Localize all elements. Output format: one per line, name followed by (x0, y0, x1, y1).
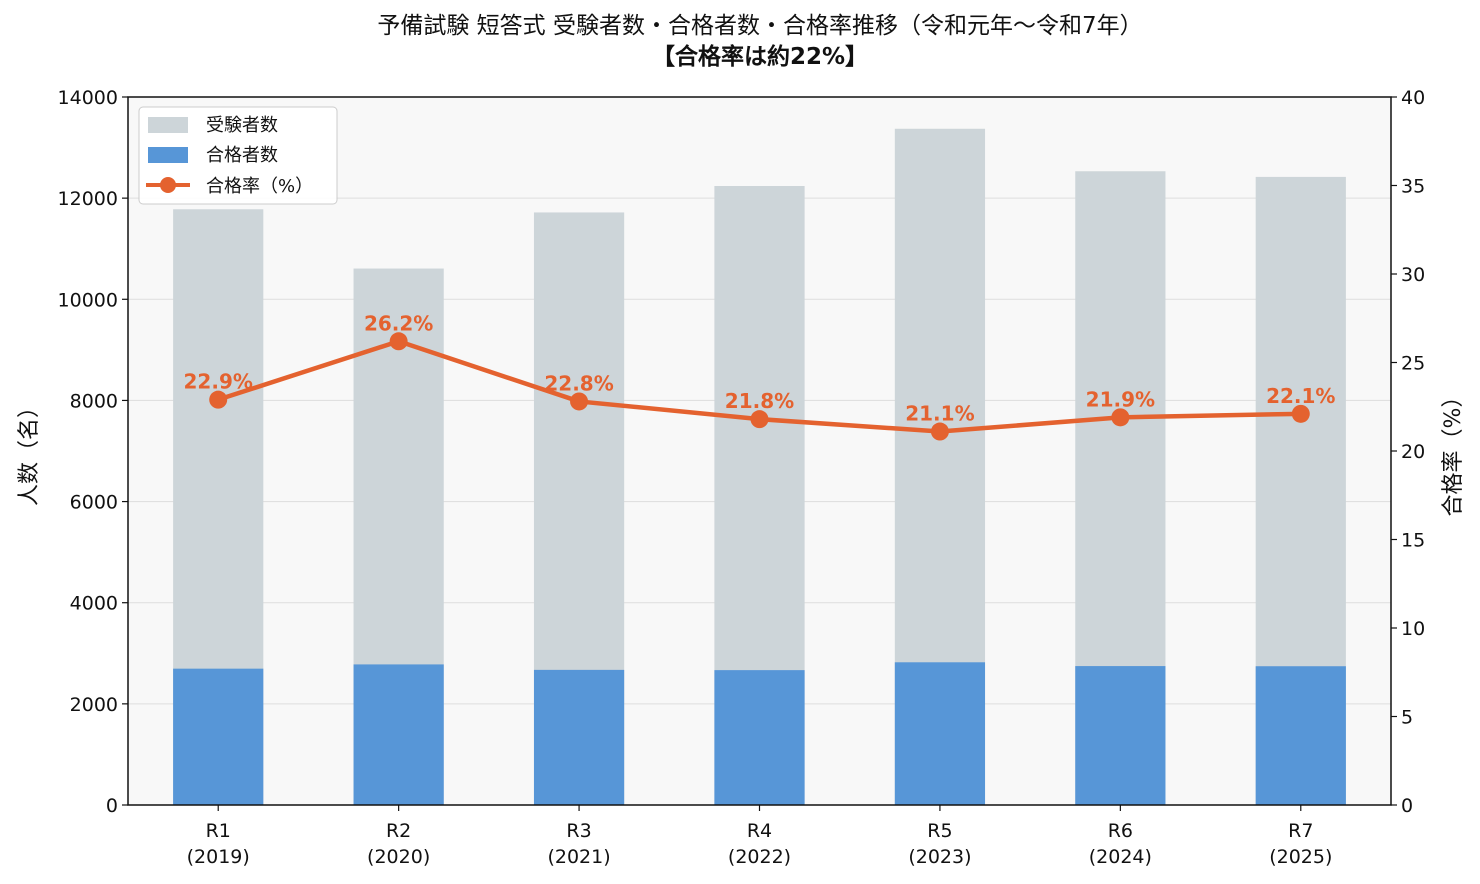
y-tick-label: 8000 (70, 390, 118, 412)
chart-subtitle: 【合格率は約22%】 (652, 43, 868, 70)
y-tick-label: 6000 (70, 492, 118, 514)
y-tick-label: 12000 (58, 188, 118, 210)
y2-tick-label: 20 (1401, 441, 1425, 463)
x-tick-label: R6 (2024) (1089, 820, 1152, 868)
rate-point (570, 392, 589, 411)
y2-tick-label: 35 (1401, 176, 1425, 198)
rate-point (1111, 408, 1130, 427)
rate-point (209, 390, 228, 409)
y2-tick-label: 5 (1401, 707, 1413, 729)
y-tick-label: 0 (106, 795, 118, 817)
legend-swatch-passers (148, 147, 188, 163)
x-axis-ticks: R1 (2019) R2 (2020) R3 (2021) R4 (2022) R5 (2023)… (187, 805, 1332, 868)
y-axis-right-ticks: 0 5 10 15 20 25 30 35 40 (1391, 87, 1425, 817)
y-tick-label: 2000 (70, 694, 118, 716)
legend-label-passers: 合格者数 (206, 145, 278, 166)
y-axis-left-ticks: 0 2000 4000 6000 8000 10000 12000 14000 (58, 87, 128, 817)
bar-passers (533, 669, 625, 805)
legend-swatch-applicants (148, 117, 188, 133)
y2-tick-label: 15 (1401, 530, 1425, 552)
y2-tick-label: 0 (1401, 795, 1413, 817)
rate-data-label: 21.8% (725, 389, 794, 413)
rate-point (750, 410, 769, 429)
rate-point (1291, 404, 1310, 423)
legend: 受験者数 合格者数 合格率（%） (138, 106, 338, 205)
x-tick-label: R4 (2022) (728, 820, 791, 868)
rate-series: 22.9% 26.2% 22.8% 21.8% 21.1% 21.9% 22.1% (184, 311, 1335, 441)
rate-data-label: 21.9% (1086, 387, 1155, 411)
rate-point (930, 422, 949, 441)
x-tick-label: R3 (2021) (547, 820, 610, 868)
y-tick-label: 14000 (58, 87, 118, 109)
y2-tick-label: 25 (1401, 353, 1425, 375)
legend-label-rate: 合格率（%） (206, 176, 313, 197)
x-tick-label: R1 (2019) (187, 820, 250, 868)
rate-data-label: 21.1% (905, 402, 974, 426)
legend-swatch-rate-marker (160, 177, 176, 193)
rate-data-label: 22.1% (1266, 384, 1335, 408)
legend-box (138, 106, 338, 205)
y-tick-label: 4000 (70, 593, 118, 615)
y-axis-left-label: 人数（名） (17, 396, 42, 506)
bar-passers (173, 668, 264, 805)
legend-label-applicants: 受験者数 (206, 115, 278, 136)
rate-data-label: 26.2% (364, 311, 433, 335)
bar-passers (894, 662, 986, 805)
y2-tick-label: 30 (1401, 264, 1425, 286)
x-tick-label: R2 (2020) (367, 820, 430, 868)
rate-point (389, 332, 408, 351)
y2-tick-label: 40 (1401, 87, 1425, 109)
bar-passers (1255, 666, 1346, 805)
y-axis-right-label: 合格率（%） (1441, 386, 1466, 517)
y-tick-label: 10000 (58, 289, 118, 311)
rate-data-label: 22.9% (184, 370, 253, 394)
rate-data-label: 22.8% (544, 371, 613, 395)
bars-passers (173, 662, 1346, 805)
bar-passers (1075, 666, 1166, 805)
y2-tick-label: 10 (1401, 618, 1425, 640)
bar-passers (714, 670, 805, 805)
chart-title: 予備試験 短答式 受験者数・合格者数・合格率推移（令和元年〜令和7年） (377, 13, 1142, 39)
bar-passers (353, 664, 444, 805)
x-tick-label: R7 (2025) (1269, 820, 1332, 868)
x-tick-label: R5 (2023) (908, 820, 971, 868)
